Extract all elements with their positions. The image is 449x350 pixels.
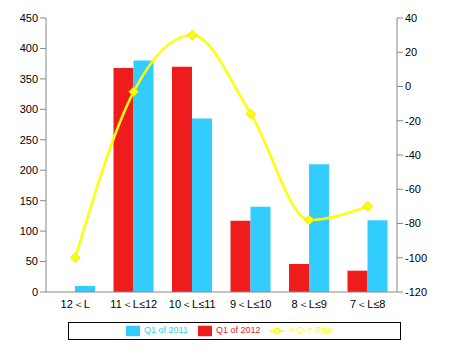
svg-text:-60: -60 xyxy=(405,183,421,195)
svg-text:40: 40 xyxy=(405,12,417,24)
svg-text:450: 450 xyxy=(20,12,38,24)
svg-text:9＜L≤10: 9＜L≤10 xyxy=(230,298,272,310)
svg-text:250: 250 xyxy=(20,134,38,146)
svg-text:-100: -100 xyxy=(405,252,427,264)
html-text:Q1 of 2012: Q1 of 2012 xyxy=(215,325,261,336)
svg-text:400: 400 xyxy=(20,42,38,54)
svg-text:-120: -120 xyxy=(405,286,427,298)
svg-text:-40: -40 xyxy=(405,149,421,161)
html-text:Y-O-Y Rise: Y-O-Y Rise xyxy=(288,325,333,336)
svg-text:-80: -80 xyxy=(405,217,421,229)
svg-text:0: 0 xyxy=(32,286,38,298)
svg-text:-20: -20 xyxy=(405,115,421,127)
svg-text:350: 350 xyxy=(20,73,38,85)
svg-text:50: 50 xyxy=(26,255,38,267)
svg-text:10＜L≤11: 10＜L≤11 xyxy=(169,298,216,310)
svg-text:7＜L≤8: 7＜L≤8 xyxy=(350,298,385,310)
svg-text:200: 200 xyxy=(20,164,38,176)
html-text:Q1 of 2011: Q1 of 2011 xyxy=(144,325,188,336)
svg-text:0: 0 xyxy=(405,80,411,92)
svg-text:8＜L≤9: 8＜L≤9 xyxy=(292,298,327,310)
svg-text:150: 150 xyxy=(20,195,38,207)
svg-text:300: 300 xyxy=(20,103,38,115)
svg-text:100: 100 xyxy=(20,225,38,237)
svg-text:11＜L≤12: 11＜L≤12 xyxy=(110,298,157,310)
svg-text:12＜L: 12＜L xyxy=(61,298,90,310)
svg-text:20: 20 xyxy=(405,46,417,58)
